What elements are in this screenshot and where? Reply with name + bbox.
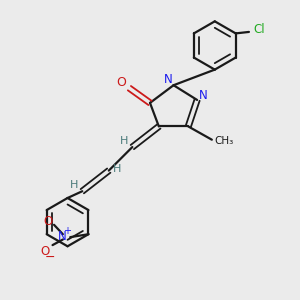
Text: −: − <box>45 251 56 264</box>
Text: +: + <box>63 226 71 236</box>
Text: Cl: Cl <box>254 23 265 36</box>
Text: CH₃: CH₃ <box>214 136 234 146</box>
Text: N: N <box>164 74 172 86</box>
Text: N: N <box>58 230 67 243</box>
Text: O: O <box>44 215 53 228</box>
Text: H: H <box>120 136 128 146</box>
Text: N: N <box>199 89 208 102</box>
Text: H: H <box>113 164 121 174</box>
Text: H: H <box>70 180 78 190</box>
Text: O: O <box>116 76 126 89</box>
Text: O: O <box>40 245 50 258</box>
